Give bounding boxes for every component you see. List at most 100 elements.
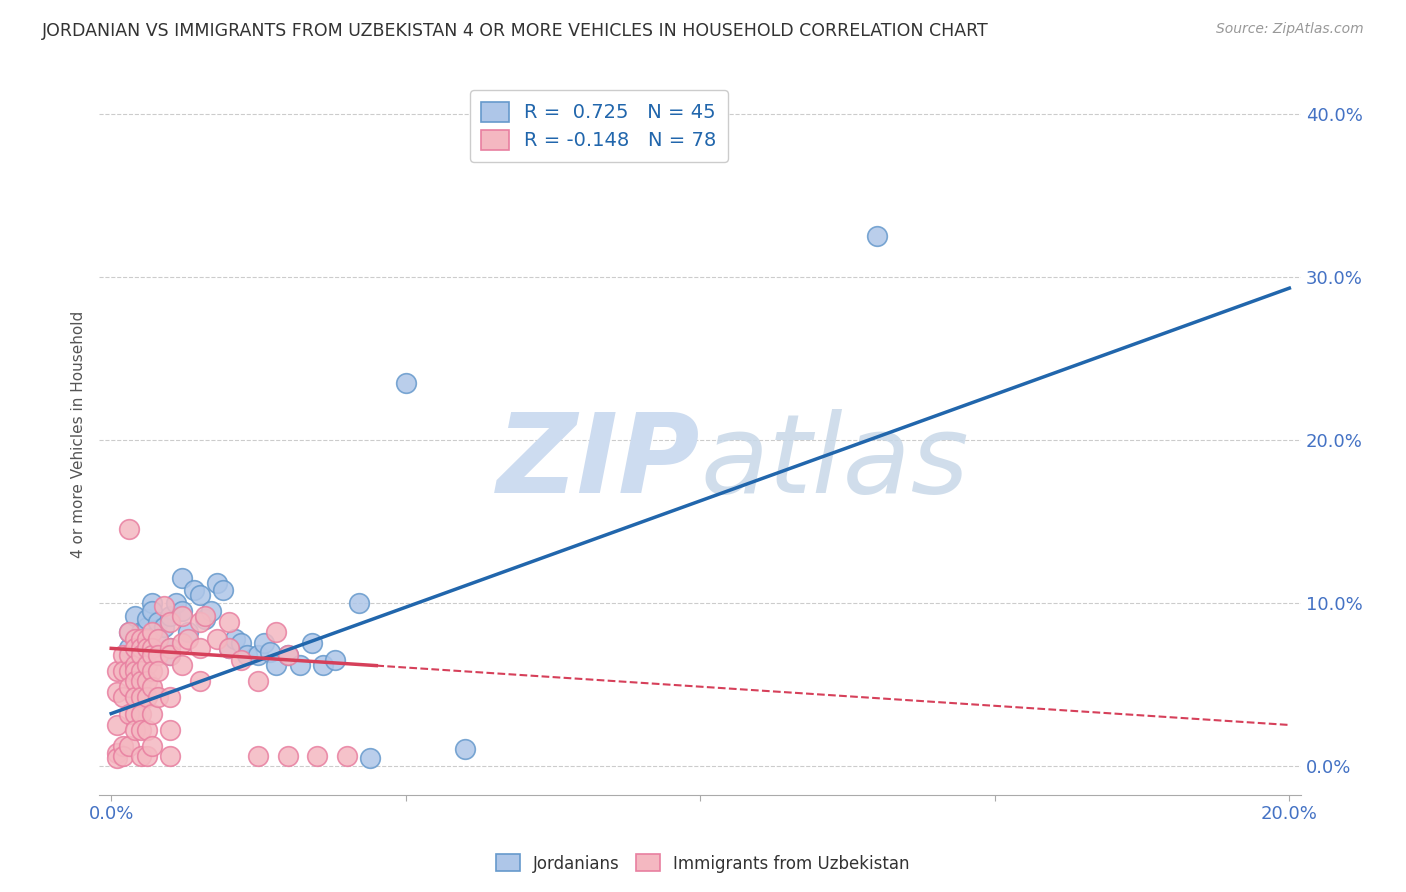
Point: [336, 748, 359, 763]
Point: [124, 706, 146, 721]
Point: [159, 648, 181, 662]
Point: [359, 750, 381, 764]
Text: ZIP: ZIP: [496, 409, 700, 516]
Point: [159, 608, 181, 623]
Point: [170, 636, 193, 650]
Point: [141, 604, 163, 618]
Point: [124, 673, 146, 688]
Point: [170, 608, 193, 623]
Point: [135, 632, 157, 646]
Point: [312, 657, 335, 672]
Text: atlas: atlas: [700, 409, 969, 516]
Point: [135, 620, 157, 634]
Point: [307, 748, 329, 763]
Point: [141, 648, 163, 662]
Point: [159, 641, 181, 656]
Text: Source: ZipAtlas.com: Source: ZipAtlas.com: [1216, 22, 1364, 37]
Point: [247, 673, 270, 688]
Point: [224, 632, 246, 646]
Point: [153, 620, 176, 634]
Point: [229, 636, 252, 650]
Point: [170, 571, 193, 585]
Point: [188, 615, 211, 630]
Point: [129, 625, 152, 640]
Point: [323, 653, 346, 667]
Point: [124, 641, 146, 656]
Point: [159, 690, 181, 705]
Point: [148, 632, 170, 646]
Point: [395, 376, 418, 390]
Point: [135, 612, 157, 626]
Point: [135, 690, 157, 705]
Point: [129, 748, 152, 763]
Point: [129, 673, 152, 688]
Point: [118, 739, 141, 754]
Point: [159, 641, 181, 656]
Point: [135, 748, 157, 763]
Point: [129, 653, 152, 667]
Point: [118, 648, 141, 662]
Point: [141, 681, 163, 695]
Point: [218, 641, 240, 656]
Point: [118, 625, 141, 640]
Point: [118, 641, 141, 656]
Point: [277, 748, 299, 763]
Point: [141, 706, 163, 721]
Legend: Jordanians, Immigrants from Uzbekistan: Jordanians, Immigrants from Uzbekistan: [489, 847, 917, 880]
Point: [124, 657, 146, 672]
Point: [124, 664, 146, 678]
Legend: R =  0.725   N = 45, R = -0.148   N = 78: R = 0.725 N = 45, R = -0.148 N = 78: [470, 90, 728, 162]
Point: [183, 582, 205, 597]
Point: [129, 632, 152, 646]
Point: [188, 588, 211, 602]
Point: [129, 648, 152, 662]
Point: [111, 664, 134, 678]
Point: [301, 636, 323, 650]
Point: [866, 229, 889, 244]
Point: [207, 576, 229, 591]
Point: [129, 636, 152, 650]
Point: [148, 615, 170, 630]
Point: [264, 625, 287, 640]
Point: [111, 739, 134, 754]
Point: [218, 615, 240, 630]
Point: [253, 636, 276, 650]
Point: [212, 582, 235, 597]
Text: JORDANIAN VS IMMIGRANTS FROM UZBEKISTAN 4 OR MORE VEHICLES IN HOUSEHOLD CORRELAT: JORDANIAN VS IMMIGRANTS FROM UZBEKISTAN …: [42, 22, 988, 40]
Point: [159, 723, 181, 737]
Point: [135, 641, 157, 656]
Point: [264, 657, 287, 672]
Point: [188, 673, 211, 688]
Point: [188, 641, 211, 656]
Point: [141, 625, 163, 640]
Point: [118, 664, 141, 678]
Point: [277, 648, 299, 662]
Point: [159, 615, 181, 630]
Point: [129, 723, 152, 737]
Point: [207, 632, 229, 646]
Point: [141, 739, 163, 754]
Point: [135, 673, 157, 688]
Y-axis label: 4 or more Vehicles in Household: 4 or more Vehicles in Household: [72, 310, 86, 558]
Point: [148, 632, 170, 646]
Point: [141, 641, 163, 656]
Point: [124, 608, 146, 623]
Point: [111, 648, 134, 662]
Point: [105, 718, 128, 732]
Point: [118, 625, 141, 640]
Point: [453, 742, 475, 756]
Point: [170, 604, 193, 618]
Point: [118, 522, 141, 536]
Point: [159, 648, 181, 662]
Point: [129, 690, 152, 705]
Point: [135, 723, 157, 737]
Point: [159, 748, 181, 763]
Point: [177, 625, 200, 640]
Point: [177, 632, 200, 646]
Point: [277, 648, 299, 662]
Point: [124, 690, 146, 705]
Point: [141, 664, 163, 678]
Point: [148, 664, 170, 678]
Point: [129, 664, 152, 678]
Point: [288, 657, 311, 672]
